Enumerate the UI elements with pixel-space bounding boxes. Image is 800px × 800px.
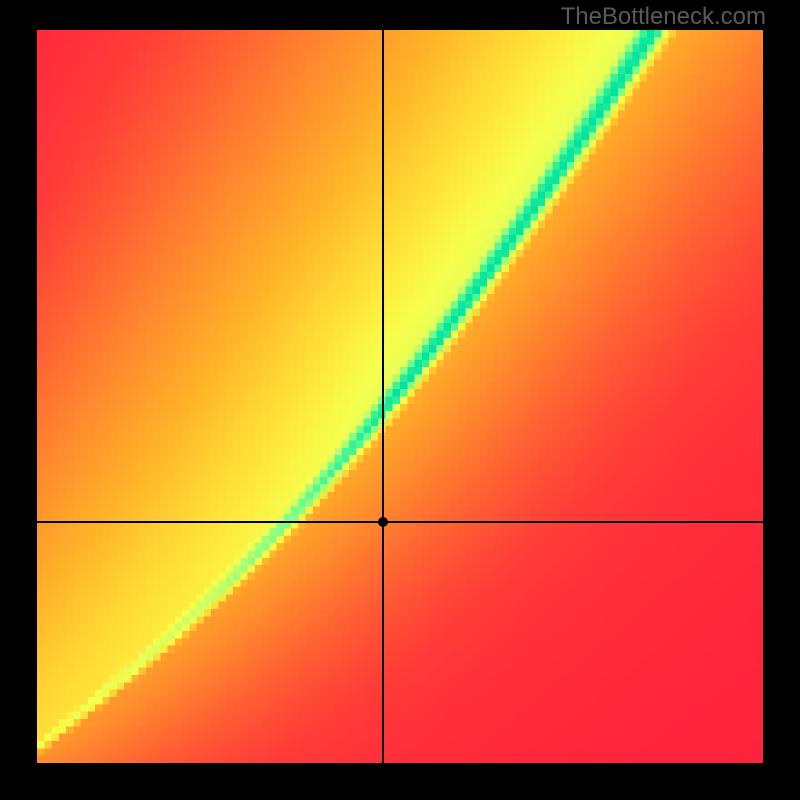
- crosshair-horizontal: [37, 521, 763, 523]
- crosshair-vertical: [382, 30, 384, 763]
- crosshair-point: [378, 517, 388, 527]
- chart-container: TheBottleneck.com: [0, 0, 800, 800]
- watermark-text: TheBottleneck.com: [561, 3, 766, 31]
- bottleneck-heatmap: [37, 30, 763, 763]
